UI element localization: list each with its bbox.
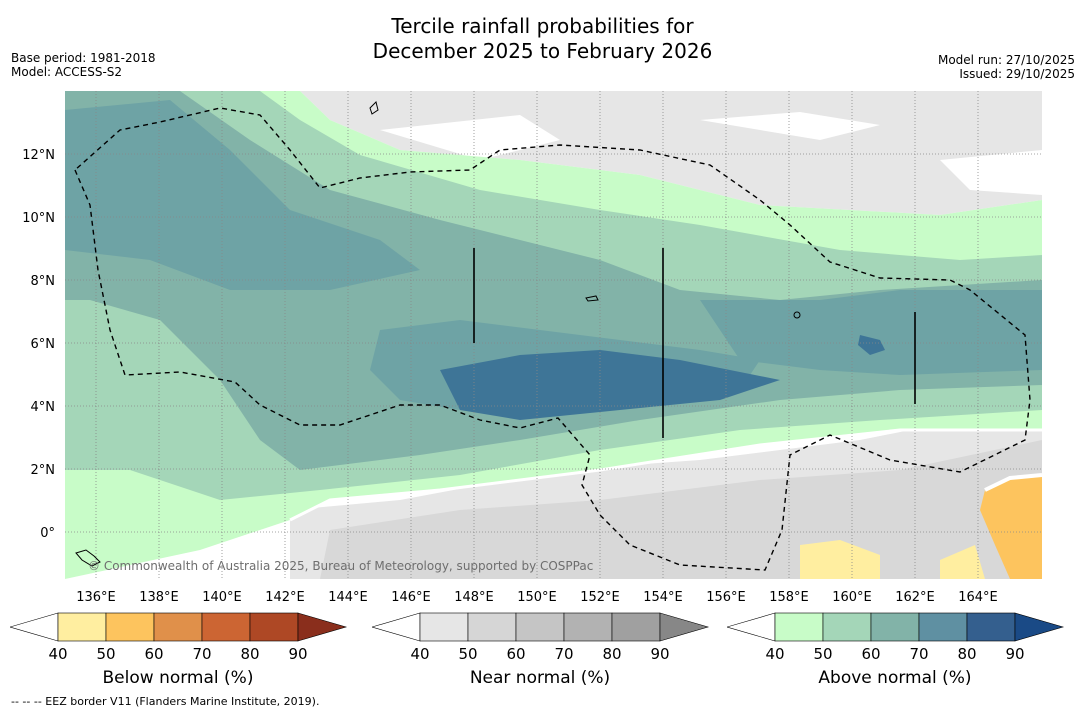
x-tick-156e: 156°E [706, 590, 746, 605]
y-tick-2n: 2°N [31, 463, 56, 478]
x-tick-162e: 162°E [895, 590, 935, 605]
below-swatch-1 [57, 612, 107, 642]
near-tick-60: 60 [506, 645, 525, 662]
eez-footnote: -- -- -- EEZ border V11 (Flanders Marine… [11, 695, 320, 708]
y-tick-labels: 0° 2°N 4°N 6°N 8°N 10°N 12°N [22, 148, 55, 541]
above-tick-90: 90 [1005, 645, 1024, 662]
chart-title: Tercile rainfall probabilities for Decem… [0, 14, 1085, 64]
y-tick-8n: 8°N [31, 274, 56, 289]
above-tick-50: 50 [813, 645, 832, 662]
x-tick-142e: 142°E [265, 590, 305, 605]
x-tick-160e: 160°E [832, 590, 872, 605]
near-swatch-2 [467, 612, 517, 642]
y-tick-12n: 12°N [22, 148, 55, 163]
x-tick-150e: 150°E [517, 590, 557, 605]
near-normal-title: Near normal (%) [469, 668, 611, 688]
below-cbar-ticks: 40 50 60 70 80 90 [48, 645, 307, 662]
below-tick-40: 40 [48, 645, 67, 662]
below-tick-60: 60 [144, 645, 163, 662]
x-tick-154e: 154°E [643, 590, 683, 605]
above-swatch-4 [918, 612, 968, 642]
above-cbar-swatches [727, 612, 1065, 642]
above-tick-40: 40 [765, 645, 784, 662]
near-tick-70: 70 [554, 645, 573, 662]
colorbar-above-normal: 40 50 60 70 80 90 [727, 612, 1065, 662]
near-swatch-0 [372, 612, 421, 642]
y-tick-6n: 6°N [31, 337, 56, 352]
near-swatch-3 [515, 612, 565, 642]
x-tick-136e: 136°E [76, 590, 116, 605]
above-cbar-ticks: 40 50 60 70 80 90 [765, 645, 1024, 662]
below-swatch-2 [105, 612, 155, 642]
x-tick-144e: 144°E [328, 590, 368, 605]
issued-label: Issued: 29/10/2025 [959, 67, 1075, 81]
y-tick-4n: 4°N [31, 400, 56, 415]
probability-map: © Commonwealth of Australia 2025, Bureau… [22, 91, 1042, 605]
above-swatch-0 [727, 612, 776, 642]
near-tick-90: 90 [650, 645, 669, 662]
below-tick-80: 80 [240, 645, 259, 662]
below-swatch-0 [10, 612, 59, 642]
island-marks [473, 248, 916, 438]
near-tick-80: 80 [602, 645, 621, 662]
near-swatch-4 [563, 612, 613, 642]
below-swatch-6 [297, 612, 348, 642]
map-gridlines [65, 91, 1042, 579]
above-tick-80: 80 [957, 645, 976, 662]
near-tick-40: 40 [410, 645, 429, 662]
x-tick-138e: 138°E [139, 590, 179, 605]
below-swatch-3 [153, 612, 203, 642]
above-swatch-5 [966, 612, 1016, 642]
model-label: Model: ACCESS-S2 [11, 65, 123, 79]
base-period-label: Base period: 1981-2018 [11, 51, 156, 65]
y-tick-10n: 10°N [22, 211, 55, 226]
above-swatch-6 [1014, 612, 1065, 642]
x-tick-140e: 140°E [202, 590, 242, 605]
below-tick-90: 90 [288, 645, 307, 662]
above-swatch-3 [870, 612, 920, 642]
x-tick-152e: 152°E [580, 590, 620, 605]
above-tick-60: 60 [861, 645, 880, 662]
below-tick-50: 50 [96, 645, 115, 662]
below-swatch-5 [249, 612, 299, 642]
near-swatch-1 [419, 612, 469, 642]
near-tick-50: 50 [458, 645, 477, 662]
near-cbar-ticks: 40 50 60 70 80 90 [410, 645, 669, 662]
below-swatch-4 [201, 612, 251, 642]
x-tick-158e: 158°E [769, 590, 809, 605]
small-islands [75, 101, 801, 567]
below-tick-70: 70 [192, 645, 211, 662]
model-run-label: Model run: 27/10/2025 [937, 53, 1075, 67]
x-tick-164e: 164°E [958, 590, 998, 605]
above-swatch-1 [774, 612, 824, 642]
below-cbar-swatches [10, 612, 348, 642]
near-swatch-6 [659, 612, 710, 642]
above-swatch-2 [822, 612, 872, 642]
x-tick-146e: 146°E [391, 590, 431, 605]
title-line-1: Tercile rainfall probabilities for [391, 14, 694, 38]
x-tick-148e: 148°E [454, 590, 494, 605]
eez-border-line [74, 107, 1031, 571]
run-info: Model run: 27/10/2025 Issued: 29/10/2025 [938, 53, 1075, 81]
y-tick-0: 0° [40, 526, 55, 541]
above-normal-title: Above normal (%) [818, 668, 972, 688]
colorbar-near-normal: 40 50 60 70 80 90 [372, 612, 710, 662]
model-info: Base period: 1981-2018 Model: ACCESS-S2 [11, 51, 156, 79]
above-tick-70: 70 [909, 645, 928, 662]
colorbar-below-normal: 40 50 60 70 80 90 [10, 612, 348, 662]
near-cbar-swatches [372, 612, 710, 642]
copyright-credit: © Commonwealth of Australia 2025, Bureau… [88, 559, 593, 573]
below-normal-title: Below normal (%) [102, 668, 254, 688]
map-fields: © Commonwealth of Australia 2025, Bureau… [65, 91, 1042, 579]
title-line-2: December 2025 to February 2026 [372, 39, 713, 63]
x-tick-labels: 136°E 138°E 140°E 142°E 144°E 146°E 148°… [76, 590, 998, 605]
near-swatch-5 [611, 612, 661, 642]
